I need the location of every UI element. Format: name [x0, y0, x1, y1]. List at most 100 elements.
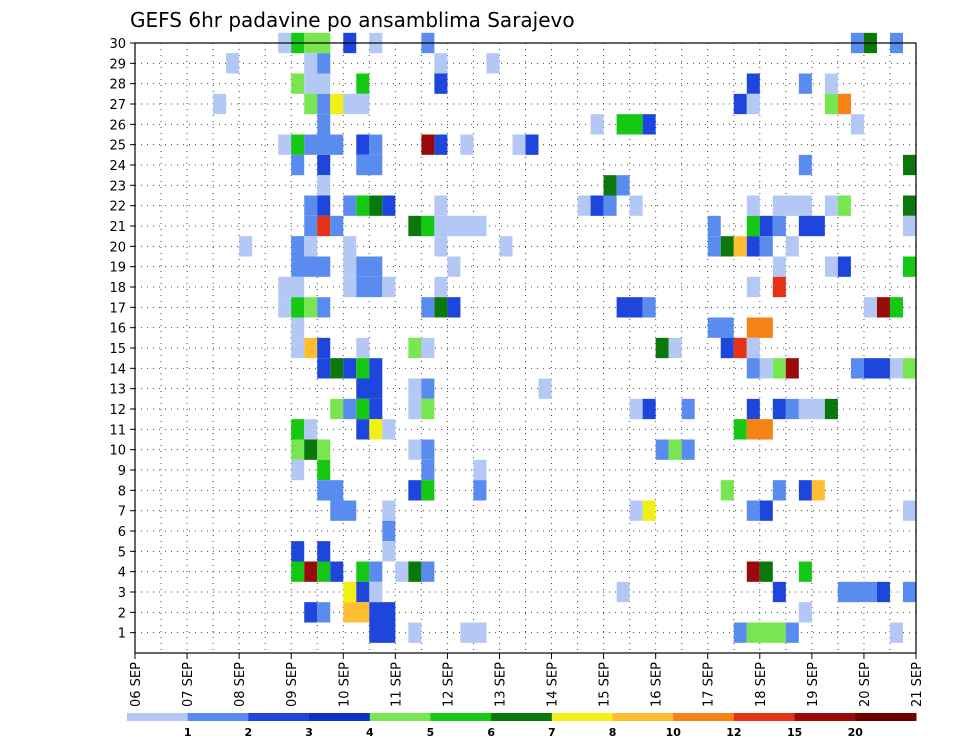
heatmap-cell	[798, 73, 812, 94]
heatmap-cell	[421, 297, 435, 318]
heatmap-cell	[889, 358, 903, 379]
heatmap-cell	[408, 439, 422, 460]
legend-label: 1	[184, 726, 192, 739]
heatmap-cell	[369, 195, 383, 216]
heatmap-cell	[902, 256, 916, 277]
heatmap-cell	[382, 541, 396, 562]
heatmap-cell	[356, 195, 370, 216]
heatmap-cell	[642, 398, 656, 420]
heatmap-cell	[850, 358, 864, 379]
legend-label: 3	[305, 726, 313, 739]
y-tick-label: 4	[118, 566, 126, 581]
heatmap-cell	[239, 236, 253, 257]
y-tick-label: 6	[118, 525, 126, 540]
legend-swatch	[309, 713, 371, 721]
heatmap-cell	[291, 154, 305, 176]
heatmap-cell	[603, 195, 617, 216]
heatmap-cell	[707, 317, 734, 338]
heatmap-cell	[499, 236, 513, 257]
heatmap-cell	[837, 93, 851, 115]
heatmap-cell	[434, 297, 448, 318]
legend-label: 8	[609, 726, 617, 739]
heatmap-cell	[733, 419, 747, 440]
heatmap-cell	[356, 358, 370, 379]
y-tick-label: 13	[109, 383, 126, 398]
heatmap-cell	[798, 480, 812, 501]
x-axis-ticks: 06 SEP 07 SEP 08 SEP 09 SEP 10 SEP 11 SEP 12 S…	[129, 653, 925, 707]
y-tick-label: 10	[109, 444, 126, 459]
heatmap-cell	[759, 358, 773, 379]
heatmap-cell	[733, 337, 747, 359]
heatmap-cell	[824, 256, 838, 277]
heatmap-cell	[746, 358, 760, 379]
y-axis-ticks: 1234567891011121314151617181920212223242…	[109, 37, 135, 642]
x-tick-label: 08 SEP	[233, 662, 248, 707]
heatmap-cell	[213, 93, 227, 115]
heatmap-cell	[824, 93, 838, 115]
heatmap-cell	[343, 236, 357, 257]
heatmap-cell	[772, 581, 786, 603]
y-tick-label: 16	[109, 322, 126, 337]
legend-label: 4	[366, 726, 374, 739]
heatmap-cell	[395, 561, 409, 582]
legend-label: 15	[787, 726, 802, 739]
heatmap-cell	[798, 215, 825, 237]
x-tick-label: 14 SEP	[546, 662, 561, 707]
heatmap-cell	[798, 561, 812, 582]
x-tick-label: 10 SEP	[337, 662, 352, 707]
heatmap-cell	[317, 53, 331, 74]
legend-swatch	[673, 713, 735, 721]
heatmap-cell	[356, 337, 370, 359]
heatmap-cell	[291, 337, 305, 359]
heatmap-cell	[421, 337, 435, 359]
heatmap-cell	[330, 398, 344, 420]
heatmap-cell	[330, 500, 357, 521]
heatmap-cell	[746, 337, 760, 359]
heatmap-cell	[746, 317, 773, 338]
heatmap-cell	[304, 419, 318, 440]
y-tick-label: 28	[109, 78, 126, 93]
heatmap-cell	[317, 358, 331, 379]
heatmap-cell	[759, 236, 773, 257]
heatmap-cell	[343, 358, 357, 379]
legend-label: 20	[848, 726, 864, 739]
heatmap-cell	[369, 134, 383, 155]
heatmap-cell	[902, 215, 916, 237]
heatmap-cell	[356, 276, 383, 298]
y-tick-label: 29	[109, 57, 126, 72]
heatmap-cell	[772, 276, 786, 298]
heatmap-cell	[460, 134, 474, 155]
legend-swatch	[369, 713, 431, 721]
heatmap-cell	[746, 195, 760, 216]
heatmap-cell	[902, 195, 916, 216]
y-tick-label: 1	[118, 627, 126, 642]
heatmap-cells	[213, 32, 916, 643]
x-tick-label: 11 SEP	[389, 662, 404, 707]
heatmap-cell	[421, 398, 435, 420]
heatmap-cell	[317, 561, 331, 582]
heatmap-cell	[603, 175, 617, 196]
y-tick-label: 21	[109, 220, 126, 235]
legend-swatch	[127, 713, 189, 721]
heatmap-cell	[902, 358, 916, 379]
y-tick-label: 30	[109, 37, 126, 52]
legend-label: 10	[666, 726, 682, 739]
heatmap-cell	[824, 398, 838, 420]
heatmap-cell	[421, 561, 435, 582]
legend-label: 7	[548, 726, 556, 739]
heatmap-cell	[304, 93, 318, 115]
heatmap-cell	[421, 215, 435, 237]
y-tick-label: 11	[109, 423, 126, 438]
heatmap-cell	[434, 276, 448, 298]
heatmap-cell	[772, 195, 812, 216]
legend-swatch	[855, 713, 917, 721]
heatmap-cell	[785, 622, 799, 643]
y-tick-label: 7	[118, 505, 126, 520]
x-tick-label: 18 SEP	[754, 662, 769, 707]
legend-label: 5	[427, 726, 435, 739]
heatmap-cell	[746, 93, 760, 115]
heatmap-cell	[382, 419, 396, 440]
heatmap-cell	[343, 93, 370, 115]
legend-swatch	[794, 713, 856, 721]
heatmap-cell	[304, 53, 318, 74]
